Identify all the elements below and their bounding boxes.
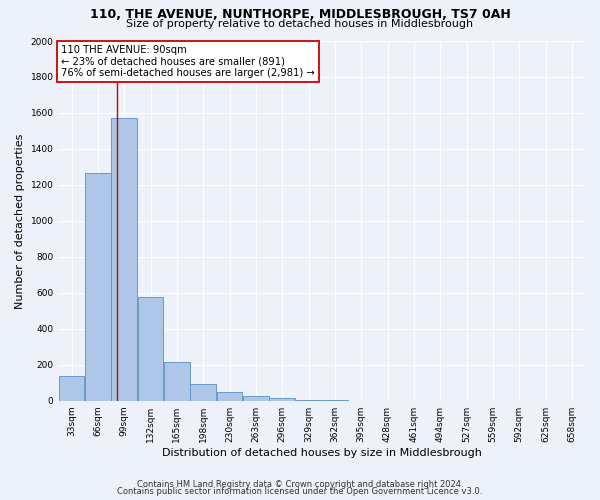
Bar [269, 398, 295, 400]
Text: Size of property relative to detached houses in Middlesbrough: Size of property relative to detached ho… [127, 19, 473, 29]
Text: Contains public sector information licensed under the Open Government Licence v3: Contains public sector information licen… [118, 487, 482, 496]
Text: 110, THE AVENUE, NUNTHORPE, MIDDLESBROUGH, TS7 0AH: 110, THE AVENUE, NUNTHORPE, MIDDLESBROUG… [89, 8, 511, 20]
Bar [112, 118, 137, 400]
Text: Contains HM Land Registry data © Crown copyright and database right 2024.: Contains HM Land Registry data © Crown c… [137, 480, 463, 489]
Bar [190, 384, 216, 400]
Text: 110 THE AVENUE: 90sqm
← 23% of detached houses are smaller (891)
76% of semi-det: 110 THE AVENUE: 90sqm ← 23% of detached … [61, 44, 315, 78]
Bar [138, 298, 163, 401]
Bar [85, 173, 110, 400]
Bar [59, 376, 85, 400]
X-axis label: Distribution of detached houses by size in Middlesbrough: Distribution of detached houses by size … [162, 448, 482, 458]
Y-axis label: Number of detached properties: Number of detached properties [15, 133, 25, 308]
Bar [217, 392, 242, 400]
Bar [164, 362, 190, 401]
Bar [243, 396, 269, 400]
